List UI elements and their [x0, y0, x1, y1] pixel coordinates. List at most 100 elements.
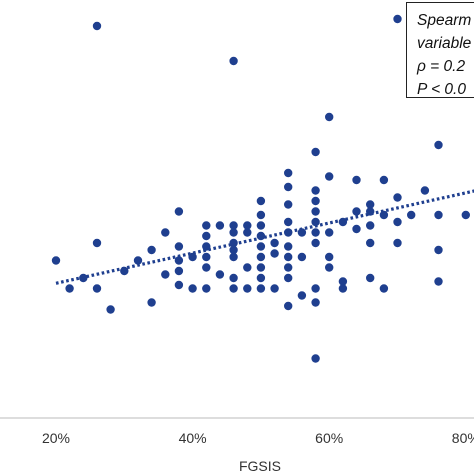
data-point	[106, 305, 115, 314]
data-point	[161, 270, 170, 279]
data-point	[256, 196, 266, 206]
data-point	[284, 242, 293, 251]
data-point	[434, 140, 443, 150]
data-point	[311, 186, 320, 195]
data-point	[325, 228, 334, 237]
data-point	[352, 224, 361, 234]
data-point	[393, 238, 402, 248]
annotation-line-4: P < 0.0	[417, 81, 466, 98]
data-point	[325, 263, 334, 272]
x-tick-label: 60%	[315, 430, 343, 446]
data-point	[270, 284, 279, 293]
data-point	[51, 256, 61, 265]
data-point	[338, 217, 348, 227]
data-point	[325, 112, 334, 122]
data-point	[174, 280, 184, 290]
data-point	[256, 231, 266, 241]
data-point	[215, 221, 225, 230]
data-point	[352, 207, 361, 216]
data-point	[311, 217, 320, 227]
data-point	[229, 284, 238, 293]
data-point	[243, 228, 252, 237]
data-point	[202, 242, 211, 251]
data-point	[229, 228, 238, 237]
data-point	[311, 238, 320, 248]
data-point	[311, 228, 320, 237]
data-point	[256, 263, 266, 272]
data-point	[366, 200, 375, 209]
data-point	[393, 14, 402, 24]
data-point	[366, 238, 375, 248]
x-ticks-layer: 20% 40% 60% 80%	[42, 430, 474, 446]
annotation-line-2: variable	[417, 35, 472, 52]
data-point	[65, 284, 74, 293]
data-point	[243, 284, 252, 293]
data-point	[256, 273, 266, 283]
data-point	[393, 217, 402, 227]
data-point	[434, 245, 443, 255]
data-point	[229, 273, 238, 283]
data-point	[379, 175, 389, 185]
data-point	[284, 228, 293, 237]
data-point	[92, 238, 102, 248]
data-point	[284, 200, 293, 209]
data-point	[284, 252, 293, 262]
data-point	[243, 221, 252, 230]
x-axis-title: FGSIS	[239, 458, 281, 474]
data-point	[338, 277, 348, 286]
data-point	[202, 221, 211, 230]
data-point	[202, 231, 211, 241]
data-point	[174, 207, 184, 216]
data-point	[243, 263, 252, 272]
annotation-line-3: ρ = 0.2	[417, 58, 466, 75]
data-point	[311, 196, 320, 206]
annotation-line-1: Spearm	[417, 12, 472, 29]
data-point	[366, 221, 375, 230]
data-point	[229, 245, 238, 255]
points-layer	[51, 14, 470, 363]
data-point	[188, 252, 197, 262]
data-point	[229, 221, 238, 230]
data-point	[174, 256, 184, 265]
x-tick-label: 40%	[179, 430, 207, 446]
data-point	[270, 238, 279, 248]
data-point	[325, 172, 334, 181]
x-tick-label: 80%	[452, 430, 474, 446]
data-point	[92, 284, 102, 293]
data-point	[92, 21, 102, 31]
data-point	[325, 252, 334, 262]
data-point	[284, 182, 293, 192]
data-point	[311, 354, 320, 363]
data-point	[434, 277, 443, 286]
trendline-layer	[55, 189, 474, 285]
data-point	[229, 238, 238, 248]
data-point	[229, 56, 238, 66]
data-point	[174, 266, 184, 276]
data-point	[202, 263, 211, 272]
data-point	[256, 252, 266, 262]
data-point	[311, 207, 320, 216]
data-point	[202, 284, 211, 293]
data-point	[79, 273, 88, 283]
annotation-box: Spearm variable ρ = 0.2 P < 0.0	[406, 2, 474, 98]
data-point	[297, 252, 307, 262]
data-point	[338, 284, 348, 293]
data-point	[379, 284, 389, 293]
data-point	[256, 210, 266, 220]
data-point	[270, 249, 279, 258]
data-point	[352, 175, 361, 185]
data-point	[215, 270, 225, 279]
data-point	[297, 228, 307, 237]
data-point	[133, 256, 143, 265]
data-point	[284, 273, 293, 283]
data-point	[174, 242, 184, 251]
data-point	[256, 284, 266, 293]
data-point	[297, 291, 307, 300]
data-point	[147, 245, 156, 255]
trendline	[55, 189, 474, 285]
data-point	[311, 284, 320, 293]
data-point	[366, 273, 375, 283]
data-point	[202, 252, 211, 262]
data-point	[120, 266, 129, 276]
